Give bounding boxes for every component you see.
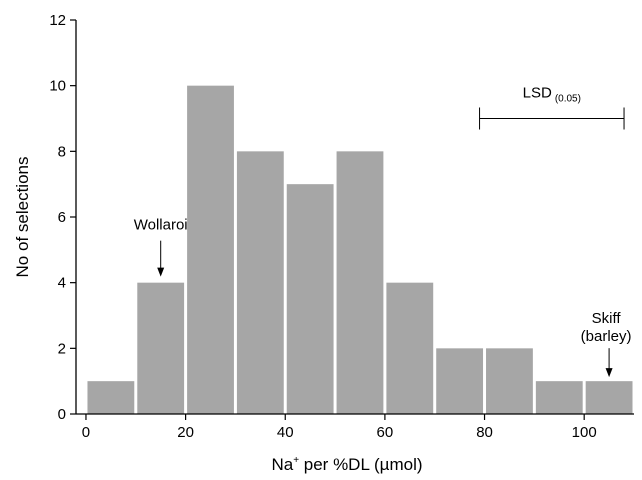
x-tick-label: 100 bbox=[572, 424, 597, 441]
bar bbox=[436, 348, 484, 414]
skiff-annotation: Skiff (barley) bbox=[581, 310, 632, 378]
lsd-label-sub: (0.05) bbox=[555, 94, 581, 105]
bar bbox=[236, 151, 284, 415]
x-axis-label-rest: per %DL (µmol) bbox=[299, 455, 422, 474]
y-tick-label: 12 bbox=[49, 12, 66, 29]
skiff-sublabel: (barley) bbox=[581, 328, 632, 345]
y-tick-label: 6 bbox=[58, 209, 66, 226]
x-tick-label: 20 bbox=[177, 424, 194, 441]
wollaroi-label: Wollaroi bbox=[134, 217, 188, 234]
x-tick-label: 60 bbox=[377, 424, 394, 441]
bar bbox=[187, 85, 234, 415]
x-axis-label: Na+ per %DL (µmol) bbox=[271, 455, 422, 474]
lsd-label: LSD (0.05) bbox=[523, 85, 581, 105]
bar bbox=[386, 282, 434, 414]
wollaroi-arrowhead bbox=[157, 267, 165, 277]
x-axis-label-sup: + bbox=[293, 455, 299, 466]
y-tick-label: 0 bbox=[58, 406, 66, 423]
x-axis-label-main: Na bbox=[271, 455, 293, 474]
bar bbox=[137, 282, 185, 414]
skiff-label: Skiff bbox=[592, 310, 622, 327]
y-tick-label: 2 bbox=[58, 340, 66, 357]
lsd-label-main: LSD bbox=[523, 85, 552, 102]
lsd-annotation: LSD (0.05) bbox=[479, 85, 625, 130]
bar bbox=[336, 151, 384, 415]
bar bbox=[87, 381, 135, 414]
bar bbox=[486, 348, 533, 414]
x-tick-label: 80 bbox=[476, 424, 493, 441]
y-tick-label: 10 bbox=[49, 78, 66, 95]
y-tick-label: 4 bbox=[58, 275, 66, 292]
axes-group: 0 2 4 6 8 10 12 0 20 40 60 80 100 bbox=[49, 12, 634, 441]
skiff-arrowhead bbox=[605, 368, 613, 378]
x-tick-label: 40 bbox=[277, 424, 294, 441]
bar bbox=[535, 381, 583, 414]
bar bbox=[286, 184, 334, 414]
x-tick-label: 0 bbox=[82, 424, 90, 441]
bars-group bbox=[87, 85, 633, 415]
y-axis-label: No of selections bbox=[13, 157, 32, 278]
y-tick-label: 8 bbox=[58, 143, 66, 160]
wollaroi-annotation: Wollaroi bbox=[134, 217, 188, 277]
bar bbox=[585, 381, 633, 414]
